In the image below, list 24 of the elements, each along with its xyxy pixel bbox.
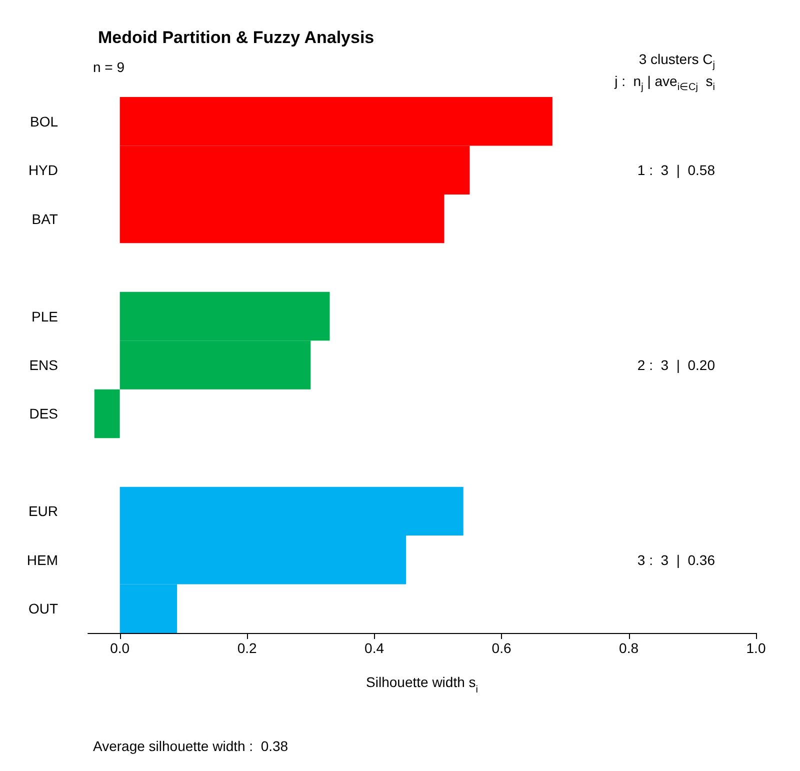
y-tick-label: DES bbox=[29, 406, 58, 422]
x-tick-label: 0.4 bbox=[364, 640, 384, 656]
x-tick-label: 0.0 bbox=[110, 640, 130, 656]
y-tick-label: BOL bbox=[30, 113, 58, 130]
text: 3 clusters C$_{j}$ bbox=[638, 50, 715, 73]
annotation: 3 : 3 | 0.36 bbox=[637, 550, 715, 569]
y-tick-label: ENS bbox=[29, 357, 58, 373]
bar bbox=[94, 389, 120, 438]
y-tick-label: BAT bbox=[32, 210, 58, 227]
x-tick-label: 0.8 bbox=[619, 640, 639, 656]
text: n = 9 bbox=[93, 58, 125, 76]
x-tick-label: 0.2 bbox=[237, 640, 257, 656]
y-tick-label: HYD bbox=[28, 162, 58, 178]
text: Average silhouette width : 0.38 bbox=[93, 737, 288, 755]
text: j : n$_{j}$ | ave$_{i∈Cj}$ s$_{i}$ bbox=[614, 72, 715, 95]
chart-title: Medoid Partition & Fuzzy Analysis bbox=[98, 28, 374, 47]
annotation: 1 : 3 | 0.58 bbox=[637, 161, 715, 180]
x-tick-label: 1.0 bbox=[746, 640, 766, 656]
annotation: 2 : 3 | 0.20 bbox=[637, 356, 715, 374]
y-tick-label: OUT bbox=[28, 600, 58, 617]
y-tick-label: HEM bbox=[26, 552, 58, 568]
x-tick-label: 0.6 bbox=[492, 640, 512, 656]
y-tick-label: PLE bbox=[32, 308, 58, 324]
y-tick-label: EUR bbox=[28, 503, 58, 520]
